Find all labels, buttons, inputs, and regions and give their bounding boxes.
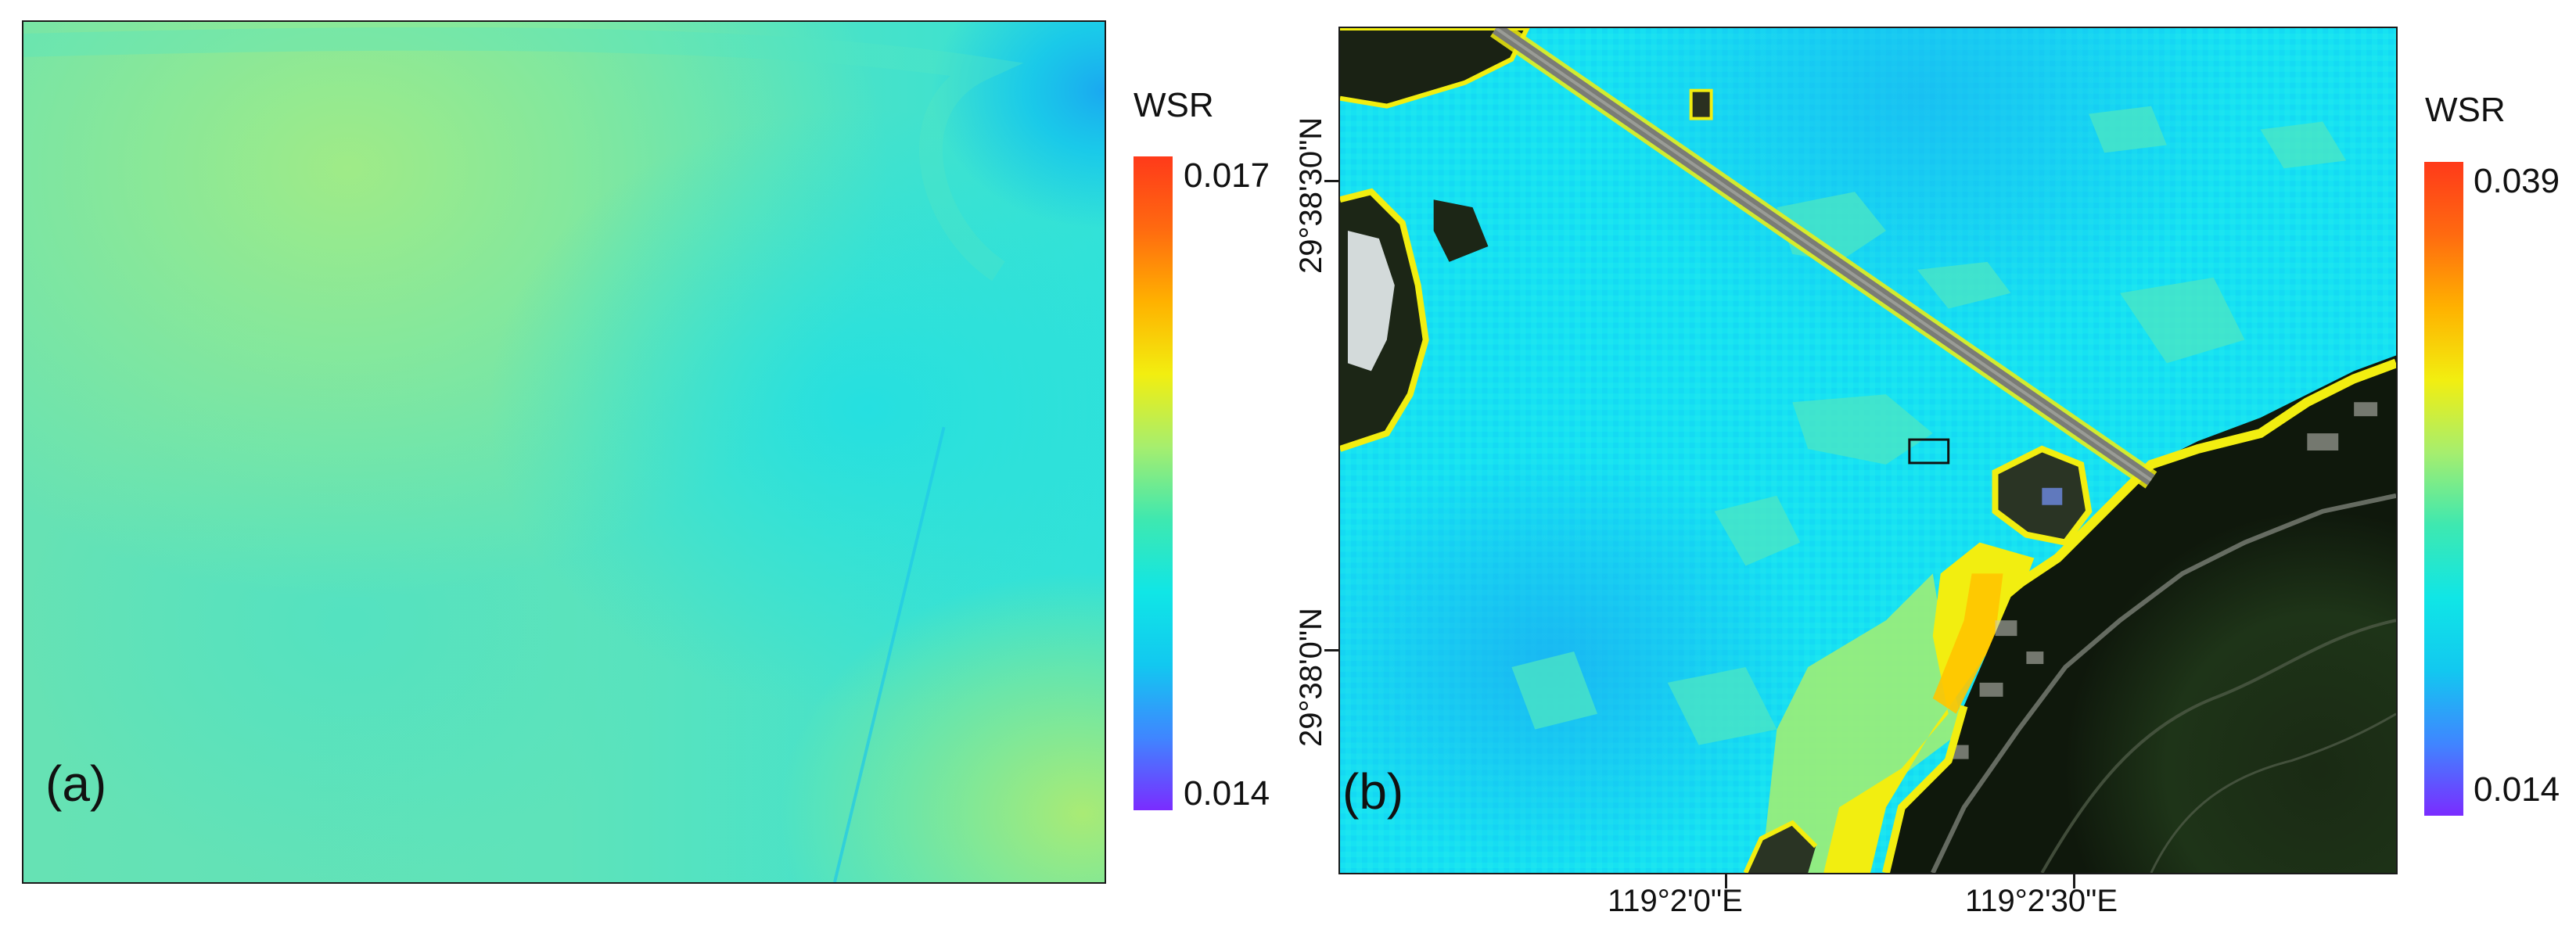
wsr-map-panel-a (22, 20, 1106, 884)
lon-label-2: 119°2'30"E (1965, 884, 2118, 918)
colorbar-a-max-label: 0.017 (1184, 156, 1270, 195)
colorbar-a (1134, 156, 1173, 810)
linear-artifact (833, 426, 946, 882)
lat-tick-1 (1324, 180, 1338, 182)
lat-label-1: 29°38'30"N (1294, 117, 1328, 274)
colorbar-b (2424, 162, 2463, 816)
colorbar-a-min-label: 0.014 (1184, 774, 1270, 813)
wsr-map-panel-b (1338, 27, 2398, 874)
wsr-raster-a (23, 22, 1105, 882)
colorbar-b-min-label: 0.014 (2474, 770, 2560, 809)
lat-label-2: 29°38'0"N (1294, 608, 1328, 747)
legend-title-b: WSR (2425, 91, 2506, 129)
lon-tick-1 (1725, 874, 1727, 888)
colorbar-b-max-label: 0.039 (2474, 162, 2560, 200)
lon-tick-2 (2073, 874, 2075, 888)
lon-label-1: 119°2'0"E (1608, 884, 1743, 918)
panel-label-a: (a) (45, 756, 107, 812)
panel-label-b: (b) (1342, 763, 1404, 820)
legend-title-a: WSR (1134, 86, 1214, 124)
wsr-raster-b (1340, 28, 2396, 873)
lat-tick-2 (1324, 649, 1338, 651)
sample-region-box (1908, 438, 1950, 465)
